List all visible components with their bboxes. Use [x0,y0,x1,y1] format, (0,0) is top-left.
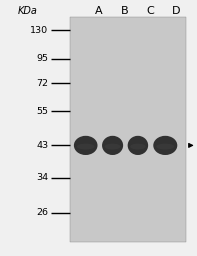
Text: 95: 95 [36,54,48,63]
Text: B: B [121,6,129,16]
Text: D: D [172,6,181,16]
Ellipse shape [128,136,148,155]
Ellipse shape [130,144,146,150]
Ellipse shape [156,144,174,150]
Text: C: C [147,6,155,16]
Text: 72: 72 [36,79,48,88]
Ellipse shape [153,136,177,155]
Bar [70,17,186,242]
Ellipse shape [74,136,98,155]
Ellipse shape [77,144,95,150]
Text: 130: 130 [30,26,48,35]
Ellipse shape [102,136,123,155]
Text: 34: 34 [36,173,48,183]
Ellipse shape [105,144,121,150]
Text: A: A [95,6,102,16]
Text: KDa: KDa [18,6,37,16]
Text: 43: 43 [36,141,48,150]
Text: 55: 55 [36,107,48,116]
Text: 26: 26 [36,208,48,218]
